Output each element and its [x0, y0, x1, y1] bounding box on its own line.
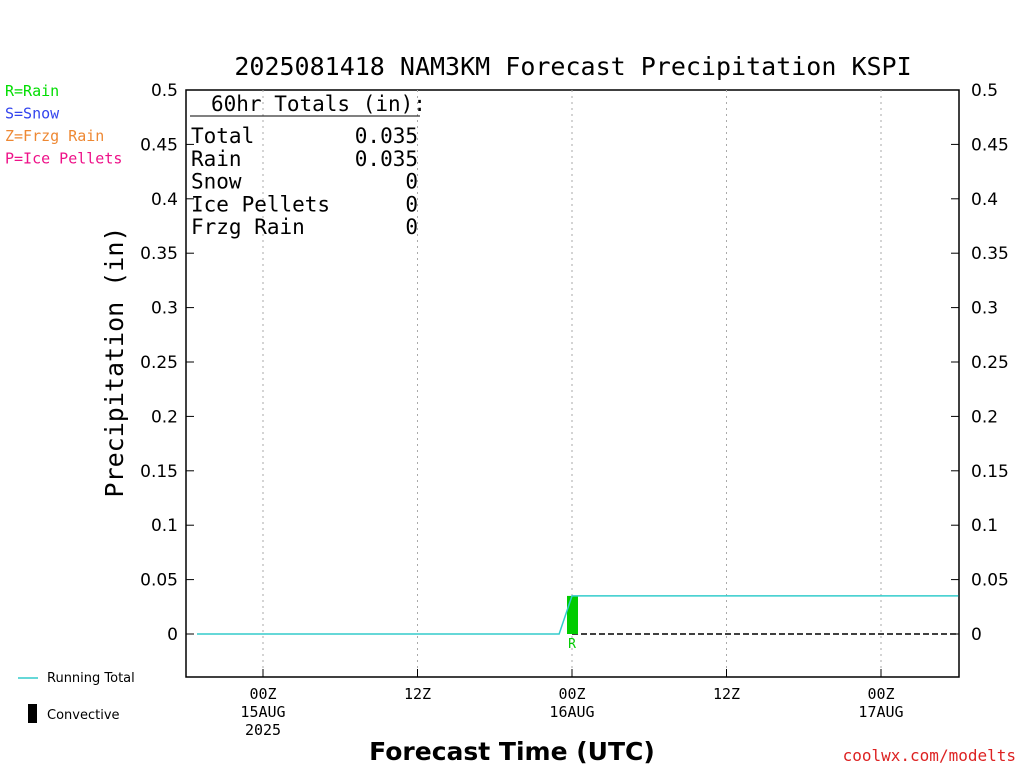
- x-tick-label: 16AUG: [549, 703, 594, 721]
- y-axis-left: 0 0.05 0.1 0.15 0.2 0.25 0.3 0.35 0.4 0.45 0.5: [140, 81, 194, 645]
- type-legend-item: Z=Frzg Rain: [5, 127, 104, 145]
- x-tick-label: 00Z: [867, 685, 894, 703]
- totals-row-label: Rain: [191, 147, 242, 171]
- x-tick-label: 15AUG: [240, 703, 285, 721]
- bar-type-label: R: [568, 637, 576, 652]
- y-tick-label: 0.5: [151, 81, 178, 101]
- y-tick-label: 0.5: [971, 81, 998, 101]
- y-tick-label: 0.2: [151, 407, 178, 427]
- totals-row-label: Frzg Rain: [191, 215, 305, 239]
- y-tick-label: 0.15: [971, 462, 1009, 482]
- x-tick-label: 2025: [245, 721, 281, 739]
- y-tick-label: 0: [971, 625, 982, 645]
- y-tick-label: 0.3: [151, 299, 178, 319]
- totals-row-value: 0.035: [355, 147, 418, 171]
- grid-lines: [262, 90, 882, 677]
- totals-row-value: 0: [405, 170, 418, 194]
- y-tick-label: 0: [167, 625, 178, 645]
- y-tick-label: 0.4: [971, 190, 998, 210]
- totals-row-value: 0: [405, 215, 418, 239]
- x-tick-label: 00Z: [558, 685, 585, 703]
- y-tick-label: 0.3: [971, 299, 998, 319]
- convective-legend-label: Convective: [47, 708, 120, 723]
- y-tick-label: 0.35: [971, 244, 1009, 264]
- totals-row-label: Total: [191, 124, 254, 148]
- precip-bars: R: [567, 595, 578, 652]
- type-legend-item: P=Ice Pellets: [5, 150, 122, 168]
- y-tick-label: 0.45: [140, 135, 178, 155]
- chart-title: 2025081418 NAM3KM Forecast Precipitation…: [234, 52, 911, 81]
- y-tick-label: 0.15: [140, 462, 178, 482]
- precip-type-legend: R=Rain S=Snow Z=Frzg Rain P=Ice Pellets: [5, 82, 122, 168]
- y-tick-label: 0.25: [140, 353, 178, 373]
- y-tick-label: 0.25: [971, 353, 1009, 373]
- precip-bar: [567, 595, 578, 634]
- y-tick-label: 0.1: [971, 516, 998, 536]
- totals-row-value: 0.035: [355, 124, 418, 148]
- type-legend-item: S=Snow: [5, 105, 60, 123]
- totals-row-label: Ice Pellets: [191, 192, 330, 216]
- x-tick-label: 17AUG: [858, 703, 903, 721]
- y-tick-label: 0.45: [971, 135, 1009, 155]
- y-tick-label: 0.4: [151, 190, 178, 210]
- watermark: coolwx.com/modelts: [843, 746, 1016, 765]
- totals-box: 60hr Totals (in): Total 0.035 Rain 0.035 Snow…: [190, 92, 426, 239]
- y-tick-label: 0.05: [971, 571, 1009, 591]
- totals-row-label: Snow: [191, 170, 242, 194]
- convective-legend-swatch: [28, 704, 37, 723]
- y-tick-label: 0.1: [151, 516, 178, 536]
- x-tick-label: 00Z: [249, 685, 276, 703]
- y-tick-label: 0.2: [971, 407, 998, 427]
- y-tick-label: 0.35: [140, 244, 178, 264]
- totals-header: 60hr Totals (in):: [211, 92, 426, 116]
- running-total-line: [197, 595, 959, 635]
- y-tick-label: 0.05: [140, 571, 178, 591]
- totals-row-value: 0: [405, 192, 418, 216]
- y-axis-label: Precipitation (in): [100, 227, 129, 498]
- x-tick-label: 12Z: [713, 685, 740, 703]
- running-total-legend-label: Running Total: [47, 671, 135, 686]
- type-legend-item: R=Rain: [5, 82, 59, 100]
- x-axis-label: Forecast Time (UTC): [369, 737, 655, 766]
- x-tick-label: 12Z: [404, 685, 431, 703]
- y-axis-right: 0 0.05 0.1 0.15 0.2 0.25 0.3 0.35 0.4 0.45 0.5: [951, 81, 1009, 645]
- bottom-legend: Running Total Convective: [18, 671, 135, 723]
